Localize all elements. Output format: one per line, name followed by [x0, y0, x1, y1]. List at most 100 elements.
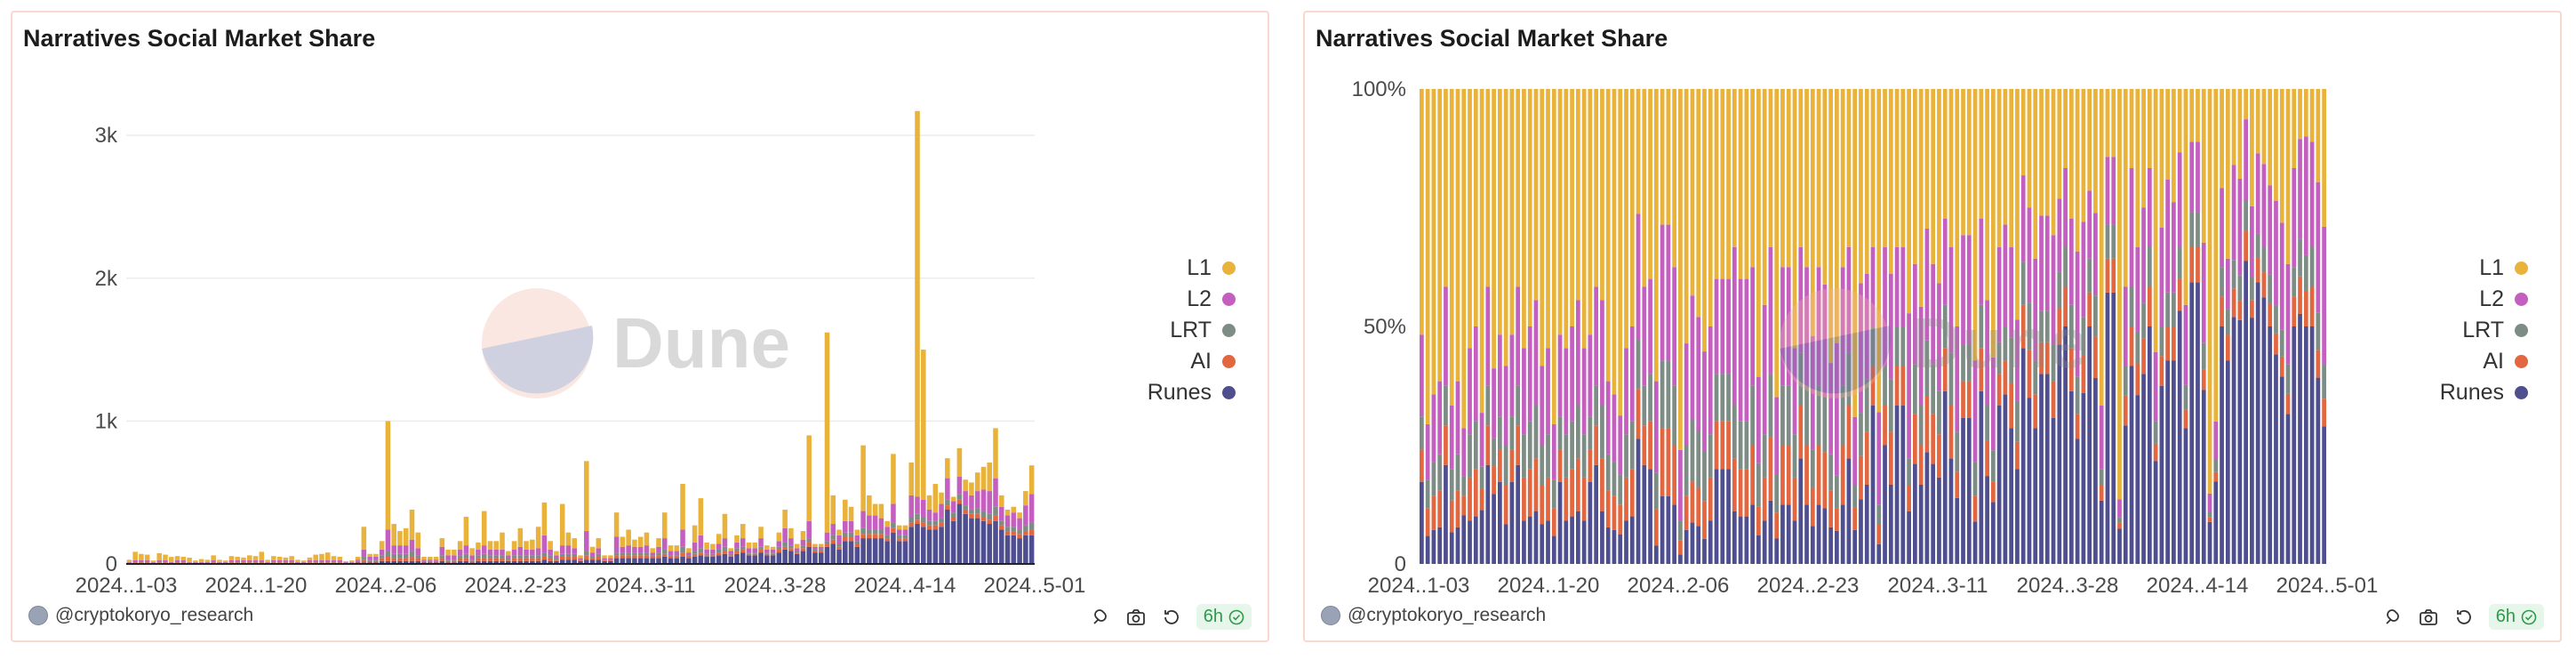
- bar-segment-ai: [1744, 469, 1749, 517]
- bar-segment-l2: [1961, 235, 1965, 345]
- refresh-interval-badge[interactable]: 6h: [1196, 604, 1252, 630]
- bar-segment-runes: [1859, 499, 1863, 564]
- bar-segment-l2: [1509, 334, 1515, 417]
- bar-segment-l2: [698, 535, 704, 549]
- legend-item-l2[interactable]: L2: [2404, 284, 2528, 315]
- bar-segment-runes: [2020, 348, 2026, 564]
- bar-segment-lrt: [1774, 473, 1780, 513]
- embed-icon[interactable]: [2382, 607, 2404, 628]
- bar-segment-l2: [355, 559, 361, 561]
- legend-item-runes[interactable]: Runes: [1111, 377, 1236, 408]
- bar-segment-l2: [1900, 247, 1906, 326]
- bar-segment-runes: [2268, 326, 2273, 564]
- refresh-icon[interactable]: [2453, 607, 2475, 628]
- legend-item-lrt[interactable]: LRT: [2404, 315, 2528, 346]
- bar-segment-ai: [1461, 495, 1467, 516]
- bar-segment-l2: [1768, 247, 1773, 374]
- bar-segment-lrt: [511, 555, 517, 559]
- x-tick-label: 2024..1-20: [205, 574, 308, 598]
- bar-segment-l2: [2183, 304, 2188, 385]
- bar-segment-runes: [1786, 504, 1791, 564]
- bar-segment-l1: [854, 529, 860, 535]
- bar-segment-l2: [1972, 360, 1978, 463]
- bar-segment-l1: [337, 556, 343, 560]
- bar-segment-ai: [2105, 258, 2110, 293]
- bar-segment-runes: [1557, 481, 1563, 564]
- bar-segment-runes: [2196, 282, 2200, 564]
- bar-segment-l2: [2159, 227, 2164, 326]
- bar-segment-runes: [602, 560, 607, 564]
- bar-segment-lrt: [704, 553, 709, 556]
- bar-segment-ai: [1485, 425, 1491, 465]
- bar-segment-runes: [541, 559, 548, 564]
- author-credit[interactable]: @cryptokoryo_research: [1321, 605, 1546, 626]
- bar-segment-l2: [1546, 348, 1550, 435]
- bar-segment-l1: [1870, 89, 1876, 247]
- bar-segment-ai: [421, 561, 427, 563]
- bar-segment-ai: [283, 562, 289, 564]
- bar-segment-runes: [1955, 497, 1960, 564]
- legend-item-ai[interactable]: AI: [2404, 346, 2528, 377]
- bar-segment-ai: [2303, 290, 2308, 326]
- bar-segment-ai: [656, 555, 661, 559]
- bar-segment-lrt: [650, 555, 655, 557]
- legend-item-l1[interactable]: L1: [1111, 253, 1236, 284]
- bar-segment-ai: [235, 562, 240, 564]
- bar-segment-l2: [884, 527, 890, 535]
- bar-segment-l2: [324, 559, 331, 562]
- bar-segment-l2: [668, 551, 674, 556]
- bar-segment-l2: [132, 559, 138, 562]
- bar-segment-lrt: [752, 552, 758, 554]
- bar-segment-l1: [252, 556, 259, 560]
- bar-segment-ai: [2274, 333, 2278, 355]
- bar-segment-ai: [740, 549, 746, 553]
- author-credit[interactable]: @cryptokoryo_research: [28, 605, 253, 626]
- bar-segment-runes: [716, 555, 722, 564]
- legend-item-l2[interactable]: L2: [1111, 284, 1236, 315]
- bar-segment-lrt: [1876, 504, 1882, 525]
- bar-segment-lrt: [2196, 212, 2200, 247]
- bar-segment-l2: [168, 561, 174, 563]
- bar-segment-lrt: [1437, 454, 1443, 491]
- legend-item-ai[interactable]: AI: [1111, 346, 1236, 377]
- bar-segment-lrt: [2111, 224, 2116, 259]
- bar-segment-ai: [1642, 425, 1647, 465]
- bar-segment-ai: [872, 534, 878, 539]
- bar-segment-ai: [2207, 517, 2212, 522]
- bar-segment-l1: [548, 541, 553, 550]
- bar-segment-l2: [241, 559, 246, 562]
- bar-segment-runes: [2225, 360, 2230, 564]
- bar-segment-ai: [686, 556, 692, 559]
- bar-segment-lrt: [1913, 364, 1917, 415]
- bar-segment-lrt: [2009, 337, 2014, 383]
- camera-icon[interactable]: [1125, 607, 1147, 628]
- bar-segment-ai: [463, 558, 469, 561]
- bar-segment-runes: [2111, 292, 2116, 564]
- bar-segment-l2: [1444, 286, 1448, 386]
- panel-toolbar: 6h: [1090, 604, 1252, 630]
- bar-segment-l2: [1780, 267, 1785, 386]
- bar-segment-lrt: [848, 532, 854, 537]
- bar-segment-l1: [343, 560, 348, 562]
- refresh-interval-badge[interactable]: 6h: [2488, 604, 2544, 630]
- bar-segment-runes: [686, 558, 692, 564]
- embed-icon[interactable]: [1090, 607, 1111, 628]
- bar-segment-l1: [980, 466, 987, 490]
- legend-item-runes[interactable]: Runes: [2404, 377, 2528, 408]
- bar-segment-runes: [2033, 428, 2038, 564]
- bar-segment-l1: [2172, 89, 2176, 203]
- bar-segment-l1: [2316, 89, 2321, 182]
- legend-item-l1[interactable]: L1: [2404, 253, 2528, 284]
- bar-segment-lrt: [2316, 312, 2321, 350]
- bar-segment-l1: [445, 549, 451, 556]
- bar-segment-l2: [276, 559, 283, 562]
- bar-segment-l2: [686, 552, 692, 556]
- bar-segment-ai: [403, 558, 409, 561]
- bar-segment-ai: [1624, 477, 1628, 521]
- bar-segment-runes: [1011, 535, 1017, 564]
- refresh-icon[interactable]: [1161, 607, 1182, 628]
- bar-segment-runes: [680, 556, 685, 564]
- camera-icon[interactable]: [2418, 607, 2439, 628]
- legend-item-lrt[interactable]: LRT: [1111, 315, 1236, 346]
